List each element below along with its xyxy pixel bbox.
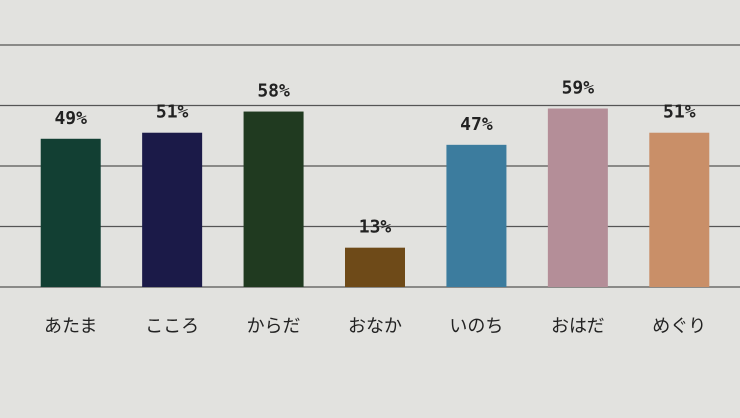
value-label: 51%	[156, 102, 189, 123]
value-label: 51%	[663, 102, 696, 123]
x-tick-label: からだ	[247, 316, 301, 337]
value-label: 47%	[460, 114, 493, 135]
value-label: 58%	[257, 81, 290, 102]
value-label: 49%	[54, 108, 87, 129]
bar	[142, 132, 203, 287]
bar	[547, 108, 608, 288]
bar	[446, 144, 507, 287]
x-tick-label: おはだ	[551, 316, 605, 337]
bar	[345, 247, 405, 287]
x-tick-label: おなか	[348, 316, 402, 337]
bar	[243, 111, 304, 287]
bar	[649, 132, 710, 287]
x-tick-label: めぐり	[652, 316, 706, 337]
x-tick-label: いのち	[449, 316, 503, 337]
value-label: 59%	[562, 78, 595, 99]
bar	[40, 138, 101, 287]
x-tick-label: あたま	[44, 316, 97, 337]
x-tick-label: こころ	[145, 316, 199, 337]
value-label: 13%	[359, 217, 392, 238]
